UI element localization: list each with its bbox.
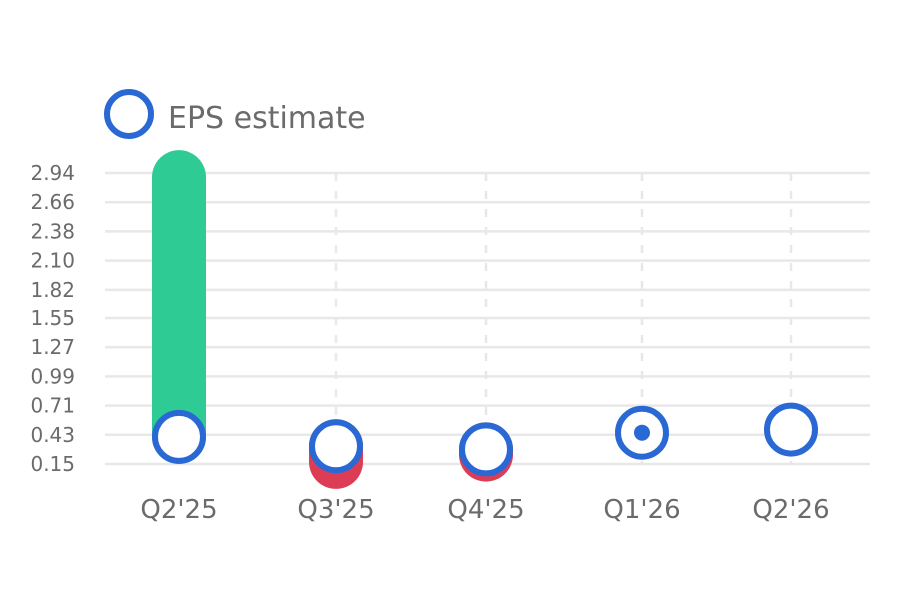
y-tick-label: 0.99 <box>30 364 75 388</box>
estimate-marker <box>152 409 206 464</box>
estimate-marker <box>459 422 513 477</box>
y-tick-label: 2.66 <box>30 190 75 214</box>
y-tick-label: 1.82 <box>30 278 75 302</box>
x-category-label: Q1'26 <box>603 495 680 525</box>
y-tick-label: 2.94 <box>30 161 75 185</box>
x-category-label: Q2'25 <box>140 495 217 525</box>
legend-label: EPS estimate <box>168 101 366 136</box>
x-category-label: Q3'25 <box>297 495 374 525</box>
y-tick-label: 2.10 <box>30 249 75 273</box>
y-tick-label: 0.71 <box>30 394 75 418</box>
estimate-marker-dot <box>634 424 650 441</box>
y-tick-label: 0.15 <box>30 452 75 476</box>
estimate-marker <box>309 419 363 474</box>
y-axis-tick-labels: 2.94 2.66 2.38 2.10 1.82 1.55 1.27 0.99 0.71 0.43… <box>30 161 75 476</box>
x-category-label: Q2'26 <box>752 495 829 525</box>
y-gridlines <box>105 171 870 466</box>
y-tick-label: 1.27 <box>30 335 75 359</box>
legend[interactable]: EPS estimate <box>104 89 366 139</box>
y-tick-label: 0.43 <box>30 423 75 447</box>
x-gridlines <box>334 173 793 464</box>
x-category-label: Q4'25 <box>447 495 524 525</box>
estimate-marker <box>764 402 818 457</box>
actual-eps-bar <box>152 150 206 464</box>
x-axis-category-labels: Q2'25 Q3'25 Q4'25 Q1'26 Q2'26 <box>140 495 829 525</box>
y-tick-label: 1.55 <box>30 306 75 330</box>
y-tick-label: 2.38 <box>30 219 75 243</box>
legend-estimate-icon <box>104 89 154 139</box>
estimate-markers <box>152 402 818 477</box>
